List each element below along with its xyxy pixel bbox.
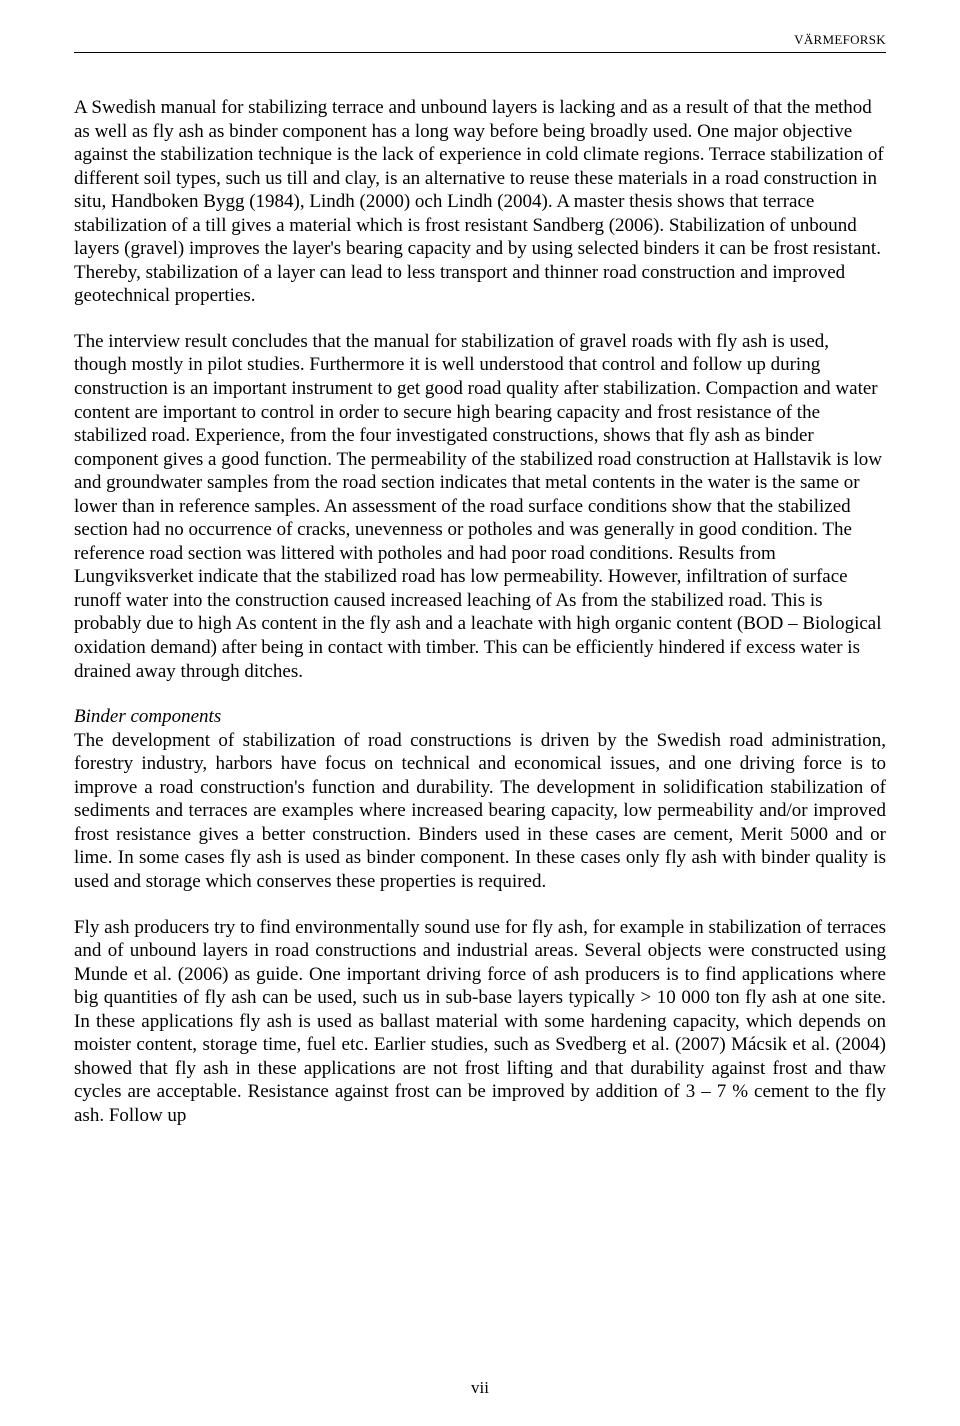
section-title-binder: Binder components xyxy=(74,705,886,729)
paragraph-1: A Swedish manual for stabilizing terrace… xyxy=(74,96,886,308)
page-number: vii xyxy=(0,1378,960,1398)
paragraph-4: Fly ash producers try to find environmen… xyxy=(74,916,886,1128)
header-rule xyxy=(74,52,886,53)
header-label: VÄRMEFORSK xyxy=(794,32,886,48)
paragraph-3: The development of stabilization of road… xyxy=(74,729,886,894)
paragraph-2: The interview result concludes that the … xyxy=(74,330,886,683)
page-content: A Swedish manual for stabilizing terrace… xyxy=(74,96,886,1127)
